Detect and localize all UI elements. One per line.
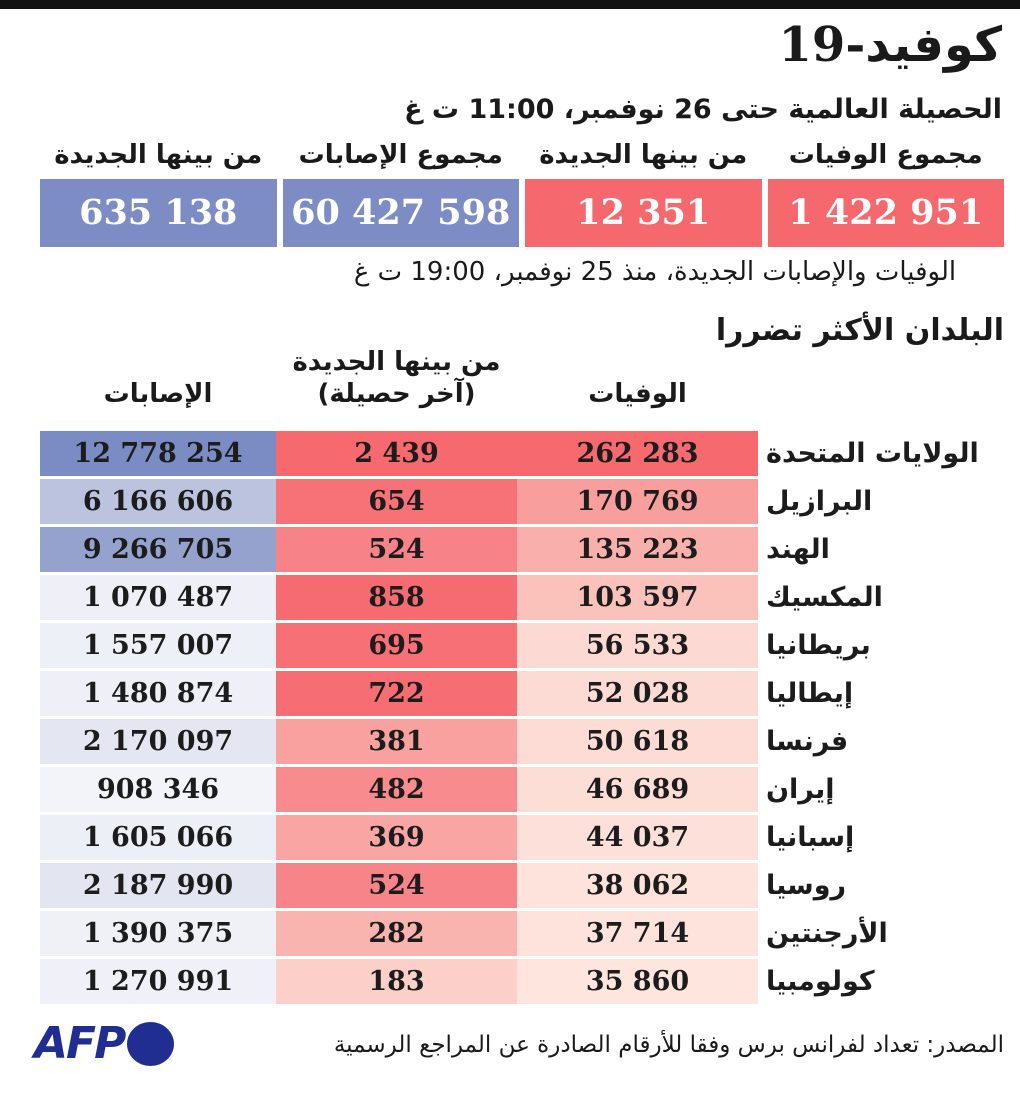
cases-cell: 1 605 066 — [40, 814, 276, 860]
table-row: إيطاليا 52 028 722 1 480 874 — [40, 670, 1004, 716]
new-deaths-cell: 282 — [276, 910, 517, 956]
country-name: فرنسا — [766, 725, 849, 757]
cases-cell: 6 166 606 — [40, 478, 276, 524]
summary-label-total-deaths: مجموع الوفيات — [788, 139, 983, 170]
new-deaths-cell: 183 — [276, 958, 517, 1004]
new-deaths-cell: 722 — [276, 670, 517, 716]
table-row: فرنسا 50 618 381 2 170 097 — [40, 718, 1004, 764]
new-deaths-cell: 858 — [276, 574, 517, 620]
column-headers: الوفيات من بينها الجديدة (آخر حصيلة) الإ… — [40, 347, 1004, 410]
afp-logo-text: AFP — [34, 1017, 126, 1069]
new-deaths-cell: 524 — [276, 862, 517, 908]
total-cases-value: 60 427 598 — [291, 192, 511, 234]
table-row: روسيا 38 062 524 2 187 990 — [40, 862, 1004, 908]
new-cases-value: 635 138 — [79, 192, 238, 234]
country-name: إيطاليا — [766, 677, 854, 709]
cases-cell: 1 070 487 — [40, 574, 276, 620]
summary-label-new-deaths: من بينها الجديدة — [539, 139, 748, 170]
table-row: بريطانيا 56 533 695 1 557 007 — [40, 622, 1004, 668]
new-deaths-cell: 482 — [276, 766, 517, 812]
cases-cell: 1 270 991 — [40, 958, 276, 1004]
summary-card-new-cases: 635 138 — [40, 178, 277, 247]
table-row: الولايات المتحدة 262 283 2 439 12 778 25… — [40, 430, 1004, 476]
deaths-cell: 135 223 — [517, 526, 758, 572]
new-deaths-cell: 2 439 — [276, 430, 517, 476]
source-text: المصدر: تعداد لفرانس برس وفقا للأرقام ال… — [333, 1031, 1004, 1058]
subtitle: الحصيلة العالمية حتى 26 نوفمبر، 11:00 ت … — [404, 93, 1002, 125]
summary-cards: 1 422 951 12 351 60 427 598 635 138 — [40, 178, 1004, 247]
table-row: إسبانيا 44 037 369 1 605 066 — [40, 814, 1004, 860]
column-header-deaths: الوفيات — [588, 378, 687, 409]
deaths-cell: 56 533 — [517, 622, 758, 668]
page-title: كوفيد-19 — [778, 17, 1002, 73]
country-name: بريطانيا — [766, 629, 871, 661]
summary-label-total-cases: مجموع الإصابات — [298, 139, 503, 170]
new-deaths-cell: 369 — [276, 814, 517, 860]
table-row: الهند 135 223 524 9 266 705 — [40, 526, 1004, 572]
deaths-cell: 50 618 — [517, 718, 758, 764]
column-header-new: من بينها الجديدة (آخر حصيلة) — [292, 347, 501, 409]
column-header-cases: الإصابات — [103, 378, 213, 409]
country-name: كولومبيا — [766, 965, 875, 997]
deaths-cell: 52 028 — [517, 670, 758, 716]
summary-label-new-cases: من بينها الجديدة — [54, 139, 263, 170]
deaths-cell: 37 714 — [517, 910, 758, 956]
cases-cell: 12 778 254 — [40, 430, 276, 476]
deaths-cell: 35 860 — [517, 958, 758, 1004]
table-row: إيران 46 689 482 908 346 — [40, 766, 1004, 812]
afp-logo-circle-icon — [127, 1021, 175, 1066]
country-name: المكسيك — [766, 581, 883, 613]
total-deaths-value: 1 422 951 — [788, 192, 984, 234]
country-name: إيران — [766, 773, 835, 805]
countries-table: الولايات المتحدة 262 283 2 439 12 778 25… — [40, 430, 1004, 1004]
country-name: البرازيل — [766, 485, 873, 517]
footer: AFP المصدر: تعداد لفرانس برس وفقا للأرقا… — [0, 1020, 1020, 1084]
country-name: روسيا — [766, 869, 847, 901]
country-name: الأرجنتين — [766, 917, 888, 949]
summary-card-new-deaths: 12 351 — [525, 178, 762, 247]
table-row: المكسيك 103 597 858 1 070 487 — [40, 574, 1004, 620]
new-deaths-cell: 381 — [276, 718, 517, 764]
deaths-cell: 170 769 — [517, 478, 758, 524]
top-bar — [0, 0, 1020, 9]
section-title: البلدان الأكثر تضررا — [715, 312, 1004, 348]
summary-labels: مجموع الوفيات من بينها الجديدة مجموع الإ… — [40, 139, 1004, 171]
country-name: إسبانيا — [766, 821, 855, 853]
deaths-cell: 262 283 — [517, 430, 758, 476]
cases-cell: 1 557 007 — [40, 622, 276, 668]
cases-cell: 2 170 097 — [40, 718, 276, 764]
summary-note: الوفيات والإصابات الجديدة، منذ 25 نوفمبر… — [353, 256, 957, 287]
new-deaths-value: 12 351 — [576, 192, 711, 234]
new-deaths-cell: 524 — [276, 526, 517, 572]
table-row: البرازيل 170 769 654 6 166 606 — [40, 478, 1004, 524]
cases-cell: 2 187 990 — [40, 862, 276, 908]
summary-card-total-cases: 60 427 598 — [282, 178, 519, 247]
cases-cell: 1 390 375 — [40, 910, 276, 956]
deaths-cell: 38 062 — [517, 862, 758, 908]
cases-cell: 9 266 705 — [40, 526, 276, 572]
table-row: الأرجنتين 37 714 282 1 390 375 — [40, 910, 1004, 956]
country-name: الولايات المتحدة — [766, 437, 979, 469]
table-header: البلدان الأكثر تضررا الوفيات من بينها ال… — [40, 311, 1004, 411]
afp-logo: AFP — [34, 1017, 175, 1069]
deaths-cell: 46 689 — [517, 766, 758, 812]
country-name: الهند — [766, 533, 830, 565]
new-deaths-cell: 695 — [276, 622, 517, 668]
cases-cell: 908 346 — [40, 766, 276, 812]
deaths-cell: 103 597 — [517, 574, 758, 620]
cases-cell: 1 480 874 — [40, 670, 276, 716]
new-deaths-cell: 654 — [276, 478, 517, 524]
table-row: كولومبيا 35 860 183 1 270 991 — [40, 958, 1004, 1004]
deaths-cell: 44 037 — [517, 814, 758, 860]
summary-card-total-deaths: 1 422 951 — [767, 178, 1004, 247]
